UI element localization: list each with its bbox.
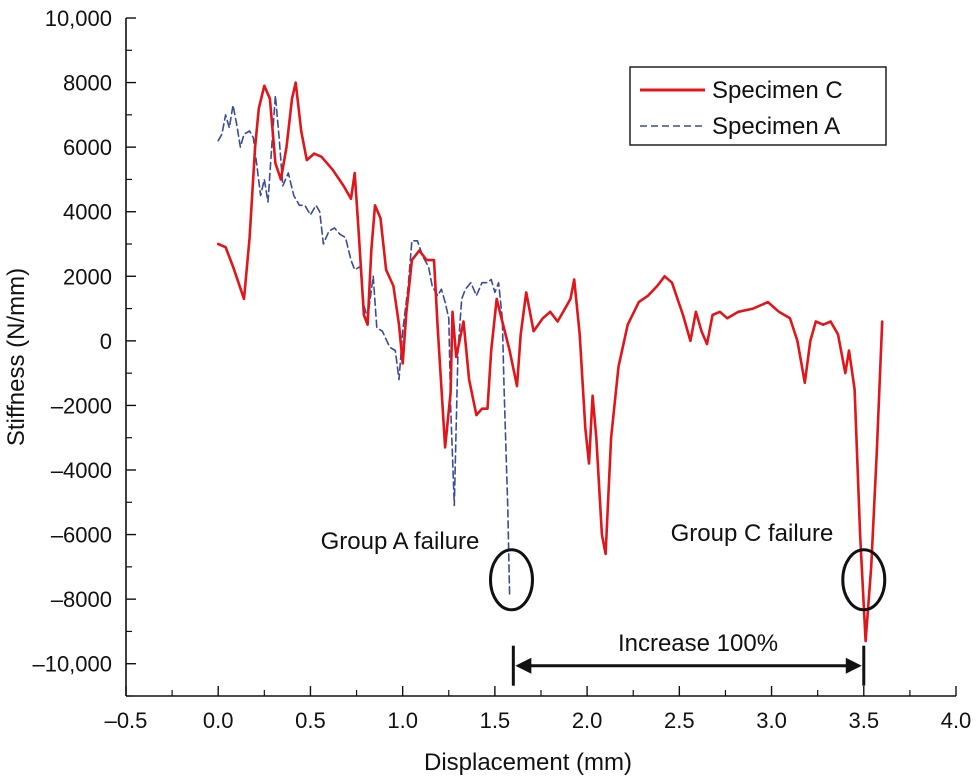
legend-label-specimen-a: Specimen A <box>712 113 840 140</box>
x-tick-label: 2.0 <box>572 708 603 733</box>
group-a-failure-label: Group A failure <box>321 528 480 555</box>
group-c-failure-label: Group C failure <box>671 520 834 547</box>
y-tick-label: 0 <box>100 329 112 354</box>
y-tick-label: –8000 <box>51 587 112 612</box>
y-tick-label: –4000 <box>51 458 112 483</box>
series-line-specimen-a <box>217 94 511 597</box>
annotation-layer: Group A failure Group C failure Increase… <box>321 520 887 686</box>
x-axis-ticks: –0.5 0.0 0.5 1.0 1.5 2.0 2.5 3.0 3.5 4.0 <box>105 686 972 733</box>
x-tick-label: 2.5 <box>664 708 695 733</box>
y-tick-label: –10,000 <box>32 652 112 677</box>
x-axis-title: Displacement (mm) <box>424 749 632 776</box>
arrow-head-right <box>845 657 862 674</box>
x-tick-label: 0.5 <box>295 708 326 733</box>
x-tick-label: 0.0 <box>203 708 234 733</box>
x-tick-label: 1.5 <box>480 708 511 733</box>
y-axis-ticks: 10,000 8000 6000 4000 2000 0 –2000 –4000 –6000 –8… <box>32 6 136 697</box>
y-tick-label: –2000 <box>51 393 112 418</box>
y-axis-title: Stiffness (N/mm) <box>3 268 30 446</box>
y-tick-label: –6000 <box>51 523 112 548</box>
x-tick-label: –0.5 <box>105 708 148 733</box>
legend: Specimen C Specimen A <box>629 66 887 146</box>
arrow-head-left <box>515 657 532 674</box>
group-a-failure-circle <box>488 548 534 612</box>
x-tick-label: 3.5 <box>848 708 879 733</box>
group-c-failure-circle <box>841 548 887 612</box>
x-tick-label: 4.0 <box>941 708 972 733</box>
y-tick-label: 2000 <box>63 264 112 289</box>
increase-label: Increase 100% <box>618 630 778 657</box>
series-layer <box>216 81 884 643</box>
y-tick-label: 10,000 <box>45 6 112 31</box>
legend-box <box>629 66 887 146</box>
y-tick-label: 8000 <box>63 71 112 96</box>
x-tick-label: 3.0 <box>756 708 787 733</box>
y-tick-label: 6000 <box>63 135 112 160</box>
x-tick-label: 1.0 <box>387 708 418 733</box>
legend-label-specimen-c: Specimen C <box>712 77 843 104</box>
y-tick-label: 4000 <box>63 200 112 225</box>
series-line-specimen-c <box>216 81 884 643</box>
